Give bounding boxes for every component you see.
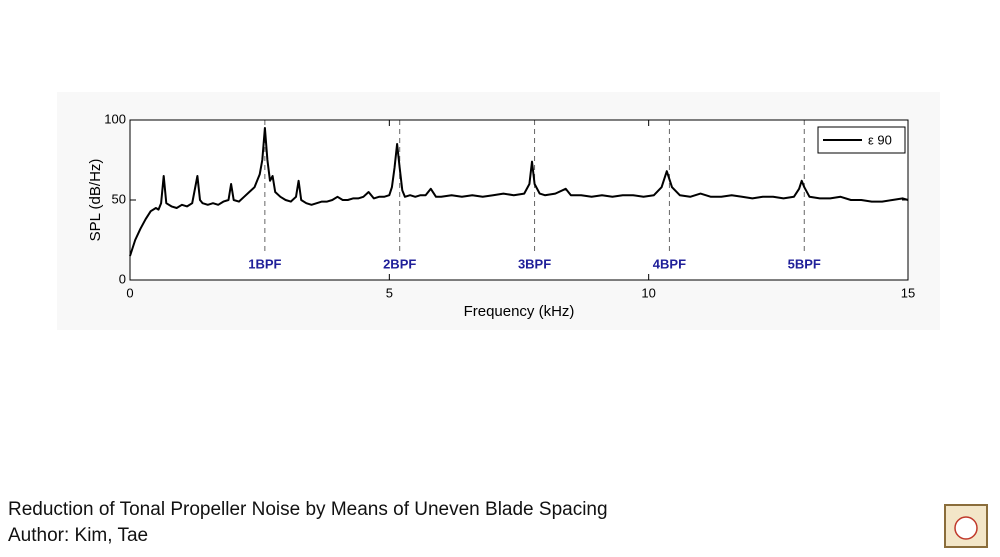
caption-author: Author: Kim, Tae bbox=[8, 525, 148, 546]
bpf-label: 5BPF bbox=[788, 256, 821, 271]
bpf-label: 3BPF bbox=[518, 256, 551, 271]
y-axis-label: SPL (dB/Hz) bbox=[87, 159, 104, 242]
x-tick-label: 15 bbox=[901, 285, 915, 300]
caption-title: Reduction of Tonal Propeller Noise by Me… bbox=[8, 499, 608, 520]
legend-label: ε 90 bbox=[868, 132, 892, 147]
y-tick-label: 50 bbox=[112, 191, 126, 206]
x-tick-label: 5 bbox=[386, 285, 393, 300]
y-tick-label: 100 bbox=[104, 111, 126, 126]
plot-frame bbox=[129, 119, 909, 281]
bpf-label: 2BPF bbox=[383, 256, 416, 271]
x-axis-label: Frequency (kHz) bbox=[464, 303, 575, 320]
x-tick-label: 10 bbox=[641, 285, 655, 300]
data-line bbox=[129, 127, 909, 257]
bpf-label: 1BPF bbox=[248, 256, 281, 271]
bpf-label: 4BPF bbox=[653, 256, 686, 271]
plot-area bbox=[130, 120, 908, 280]
y-tick-label: 0 bbox=[119, 271, 126, 286]
x-tick-label: 0 bbox=[126, 285, 133, 300]
logo bbox=[944, 504, 988, 548]
